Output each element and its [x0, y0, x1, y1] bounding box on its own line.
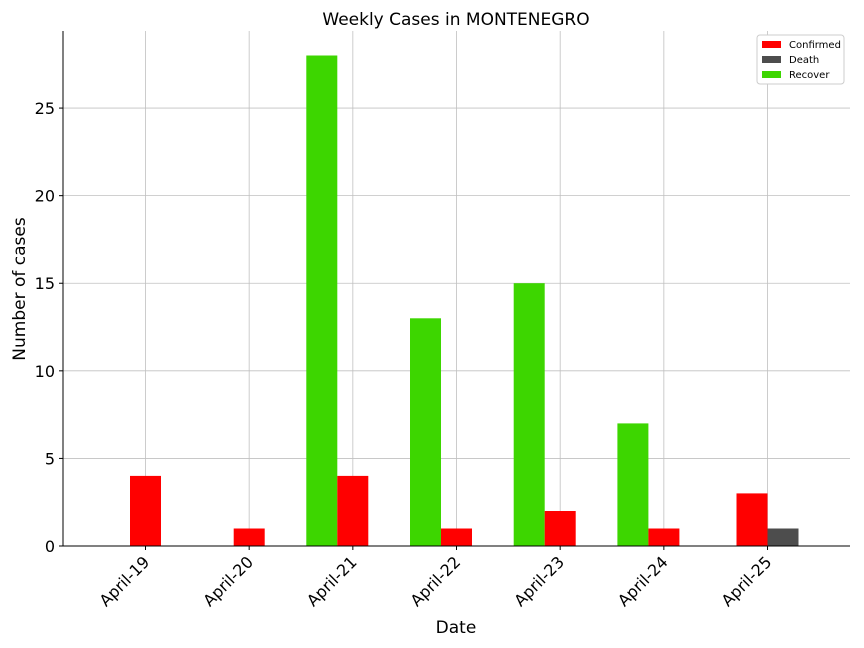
chart-title: Weekly Cases in MONTENEGRO	[322, 10, 589, 30]
x-tick-label: April-24	[614, 552, 672, 610]
bar-confirmed-april-19	[130, 475, 161, 546]
legend-label-recover: Recover	[789, 70, 830, 81]
legend-swatch-confirmed	[762, 41, 781, 48]
bar-confirmed-april-21	[337, 475, 369, 546]
y-tick-label: 15	[35, 274, 55, 293]
bar-death-april-25	[767, 528, 799, 546]
bars	[130, 55, 799, 546]
x-axis-label: Date	[436, 618, 477, 638]
bar-recover-april-24	[617, 423, 649, 546]
y-tick-label: 5	[45, 449, 55, 468]
legend-label-confirmed: Confirmed	[789, 40, 841, 51]
x-tick-label: April-21	[303, 552, 361, 610]
bar-recover-april-21	[306, 55, 338, 546]
bar-confirmed-april-22	[441, 528, 472, 546]
bar-recover-april-22	[410, 318, 441, 546]
grid	[63, 31, 850, 547]
y-axis-label: Number of cases	[10, 217, 30, 361]
bar-recover-april-23	[513, 283, 545, 546]
x-tick-label: April-23	[510, 552, 568, 610]
y-tick-label: 25	[35, 99, 55, 118]
y-tick-label: 10	[35, 362, 55, 381]
bar-confirmed-april-25	[736, 493, 768, 546]
y-tick-label: 0	[45, 537, 55, 556]
legend-swatch-death	[762, 56, 781, 63]
bar-confirmed-april-24	[648, 528, 680, 546]
x-ticks: April-19 April-20 April-21 April-22 April-23…	[96, 546, 776, 610]
x-tick-label: April-25	[718, 552, 776, 610]
bar-confirmed-april-20	[233, 528, 265, 546]
x-tick-label: April-22	[407, 552, 465, 610]
x-tick-label: April-19	[96, 552, 154, 610]
bar-confirmed-april-23	[544, 511, 576, 546]
y-ticks: 0 5 10 15 20 25	[35, 99, 63, 556]
y-tick-label: 20	[35, 187, 55, 206]
x-tick-label: April-20	[199, 552, 257, 610]
legend-label-death: Death	[789, 55, 819, 66]
legend: Confirmed Death Recover	[756, 34, 845, 85]
legend-swatch-recover	[762, 71, 781, 78]
